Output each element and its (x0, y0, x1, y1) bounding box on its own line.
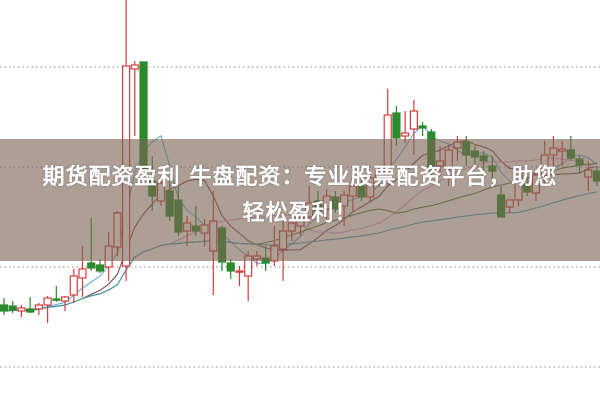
candle-body-up (401, 132, 410, 137)
candle-body-up (409, 110, 418, 130)
article-title: 期货配资盈利 牛盘配资：专业股票配资平台，助您 轻松盈利！ (0, 160, 600, 232)
candle-body-down (87, 262, 96, 269)
title-line-2: 轻松盈利！ (242, 201, 358, 226)
candle-body-down (52, 298, 61, 301)
candle-body-down (226, 262, 235, 272)
candle-body-up (34, 304, 43, 310)
candle-body-down (418, 125, 427, 129)
candle-body-up (69, 275, 78, 296)
candle-body-up (130, 64, 139, 70)
candle-body-up (17, 307, 26, 312)
candle-body-up (78, 268, 87, 279)
candle-body-up (235, 270, 244, 273)
title-banner (0, 139, 600, 261)
title-line-1: 期货配资盈利 牛盘配资：专业股票配资平台，助您 (42, 165, 558, 190)
candle-body-up (60, 296, 70, 302)
candle-body-down (0, 304, 9, 312)
candle-body-down (8, 305, 17, 311)
candle-body-down (392, 112, 401, 139)
candle-body-down (95, 264, 105, 272)
candle-body-up (43, 297, 52, 306)
candle-body-down (26, 308, 35, 313)
